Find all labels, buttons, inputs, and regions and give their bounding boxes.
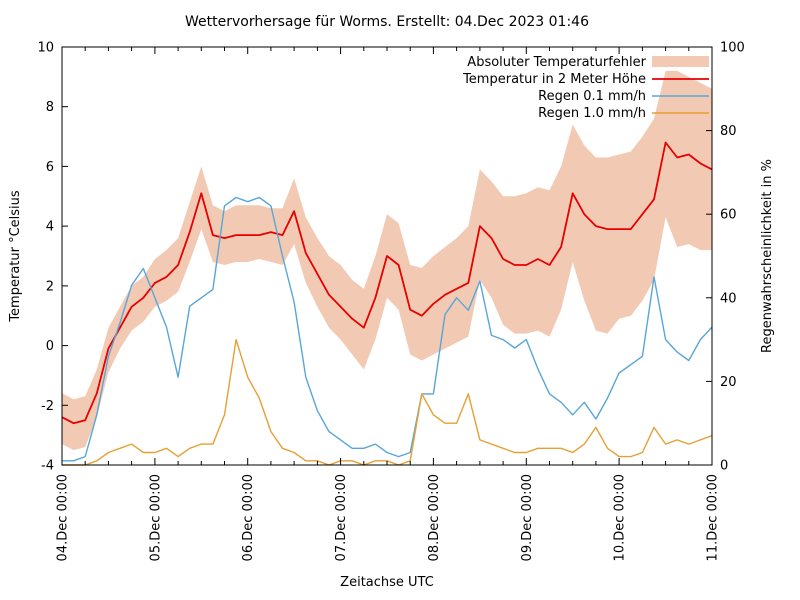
x-tick-label: 10.Dec 00:00 — [613, 474, 628, 561]
y-right-tick-label: 20 — [720, 375, 737, 390]
series-line-temperature — [61, 141, 713, 425]
x-tick-label: 05.Dec 00:00 — [148, 474, 163, 561]
x-tick-label: 08.Dec 00:00 — [427, 474, 442, 561]
plot-frame — [61, 46, 713, 466]
legend-swatch-temperature-error — [652, 56, 709, 67]
series-band-temperature-error — [62, 70, 712, 451]
legend: Absoluter Temperaturfehler Temperatur in… — [462, 55, 709, 121]
x-tick-label: 04.Dec 00:00 — [56, 474, 71, 561]
y-left-tick-label: 8 — [46, 100, 54, 115]
y-left-tick-label: -4 — [41, 459, 54, 474]
x-axis-label: Zeitachse UTC — [340, 575, 434, 590]
legend-label-temperature-error: Absoluter Temperaturfehler — [467, 55, 646, 70]
legend-label-temperature: Temperatur in 2 Meter Höhe — [462, 72, 646, 87]
legend-label-rain-10: Regen 1.0 mm/h — [538, 106, 646, 121]
y-left-tick-label: -2 — [41, 399, 54, 414]
x-tick-label: 11.Dec 00:00 — [706, 474, 721, 561]
y-axis-right-label: Regenwahrscheinlichkeit in % — [760, 159, 775, 353]
y-right-tick-label: 80 — [720, 124, 737, 139]
series-line-rain-01 — [62, 196, 713, 462]
y-right-tick-label: 0 — [720, 459, 728, 474]
plot-area: 04.Dec 00:00 05.Dec 00:00 06.Dec 00:00 07.D… — [37, 41, 744, 562]
x-tick-label: 06.Dec 00:00 — [241, 474, 256, 561]
y-left-tick-label: 4 — [46, 220, 54, 235]
y-right-tick-label: 60 — [720, 208, 737, 223]
y-left-tick-label: 0 — [46, 339, 54, 354]
x-tick-label: 07.Dec 00:00 — [334, 474, 349, 561]
x-tick-label: 09.Dec 00:00 — [520, 474, 535, 561]
y-left-tick-label: 6 — [46, 160, 54, 175]
y-right-tick-label: 100 — [720, 41, 745, 56]
y-left-tick-label: 2 — [46, 279, 54, 294]
series-line-rain-10 — [62, 338, 713, 466]
y-axis-left-label: Temperatur °Celsius — [8, 190, 23, 323]
chart-title: Wettervorhersage für Worms. Erstellt: 04… — [185, 14, 589, 30]
legend-label-rain-01: Regen 0.1 mm/h — [538, 89, 646, 104]
y-right-tick-label: 40 — [720, 291, 737, 306]
y-left-tick-label: 10 — [37, 41, 54, 56]
